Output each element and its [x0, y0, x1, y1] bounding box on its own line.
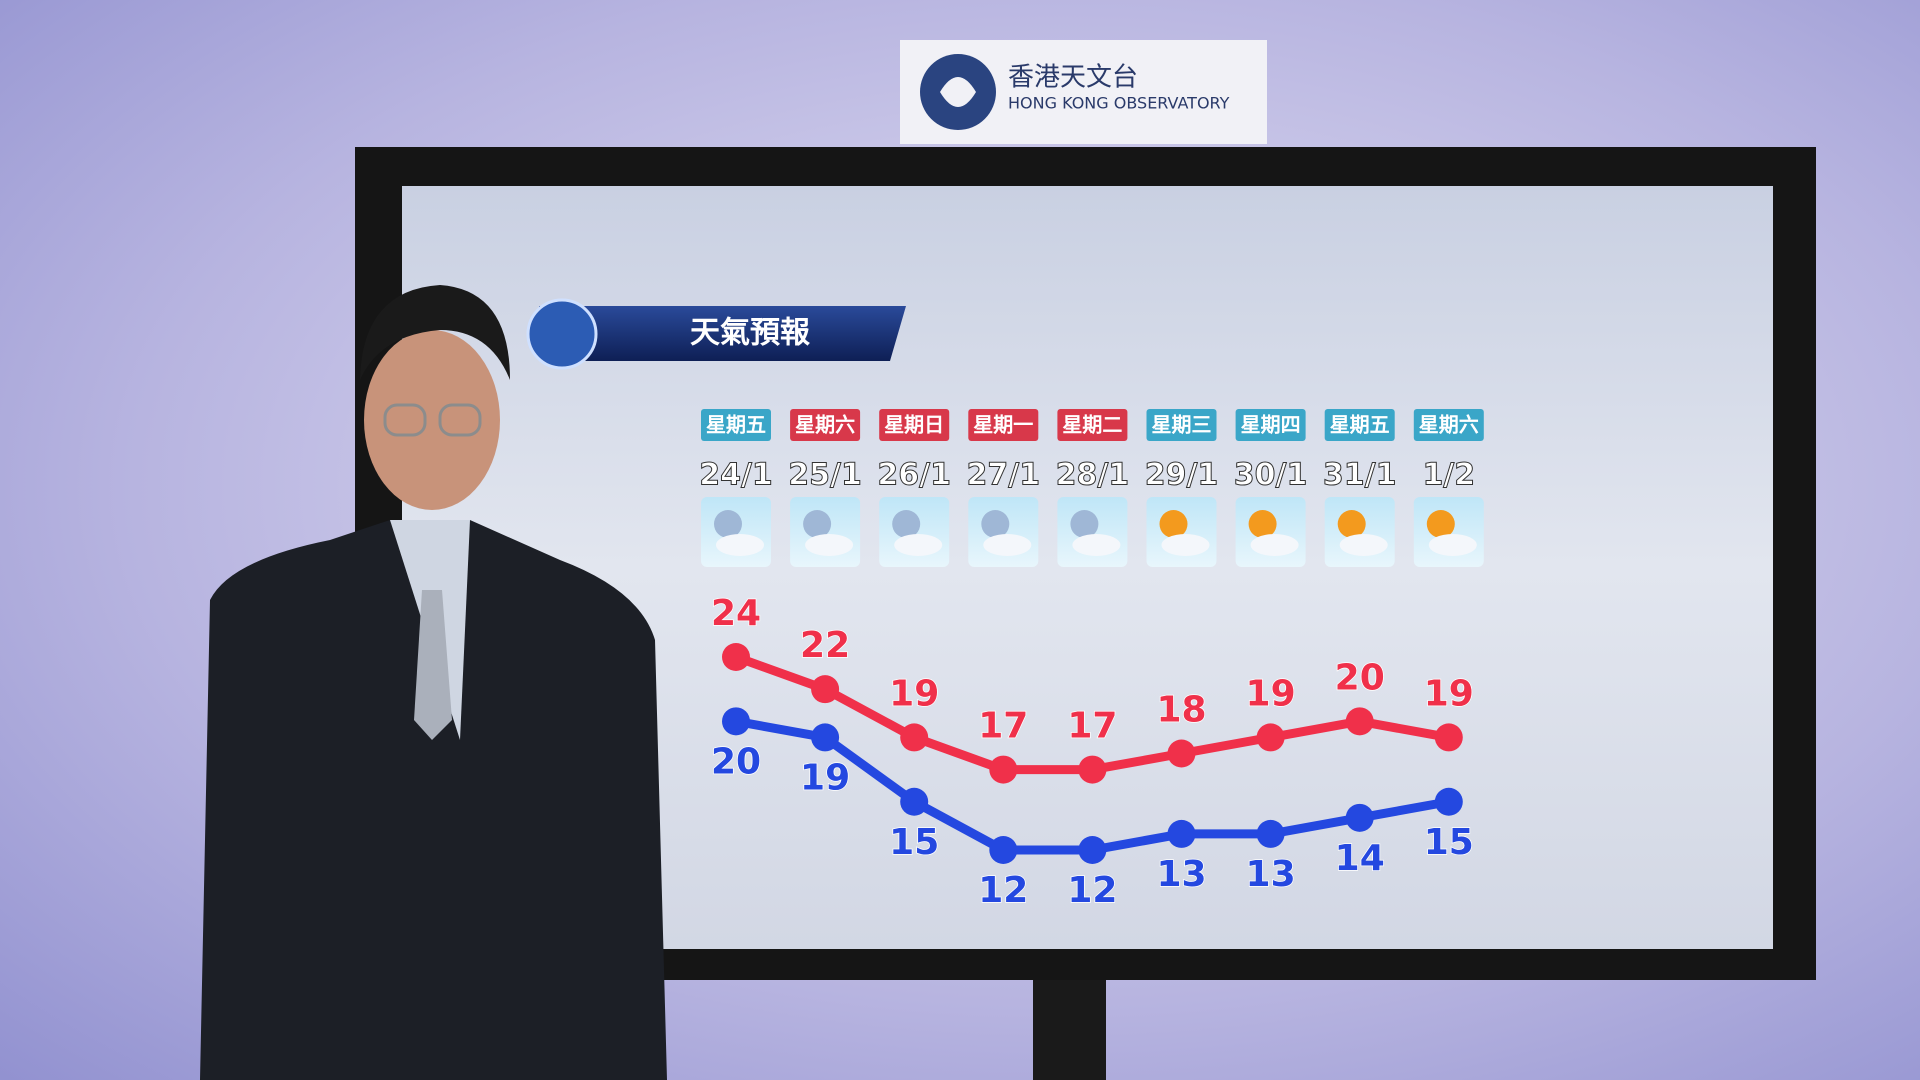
weather-icon-cloud: [805, 534, 854, 556]
face: [364, 330, 500, 510]
weekday-label: 星期五: [706, 413, 766, 437]
weekday-label: 星期日: [884, 413, 944, 437]
weekday-box: [1235, 409, 1306, 441]
weekday-label: 星期六: [795, 413, 855, 437]
date-label: 25/1: [788, 458, 862, 493]
weather-icon-sun: [803, 510, 832, 538]
temperature-label: 13: [1156, 854, 1206, 895]
weekday-box: [701, 409, 771, 441]
weekday-box: [790, 409, 861, 441]
logo-zh: 香港天文台: [1008, 63, 1138, 93]
temperature-point: [1078, 836, 1107, 864]
temperature-label: 19: [889, 673, 939, 714]
hair: [360, 285, 510, 380]
weather-icon-cloud: [1072, 534, 1121, 556]
temperature-point: [1256, 819, 1285, 848]
presenter: [200, 285, 667, 1080]
suit: [200, 520, 667, 1080]
temperature-point: [900, 723, 929, 752]
date-label: 28/1: [1056, 458, 1130, 493]
temperature-label: 17: [1067, 706, 1117, 747]
weekday-label: 星期四: [1241, 413, 1301, 437]
temperature-point: [1167, 739, 1196, 768]
temperature-point: [1434, 787, 1463, 816]
temperature-label: 22: [800, 625, 850, 666]
chart-title: 天氣預報: [690, 316, 811, 351]
weather-icon-sun: [981, 510, 1010, 538]
temperature-label: 17: [978, 706, 1028, 747]
date-label: 27/1: [967, 458, 1041, 493]
weekday-box: [1413, 409, 1484, 441]
weekday-label: 星期三: [1152, 413, 1212, 437]
weekday-label: 星期六: [1419, 413, 1479, 437]
logo-swirl: [940, 77, 976, 107]
logo-en: HONG KONG OBSERVATORY: [1008, 94, 1230, 113]
weekday-label: 星期一: [973, 413, 1033, 437]
weather-icon-sun: [1070, 510, 1099, 538]
forecast-chart: 星期五 24/1 星期六 25/1 星期日 26/1 星期一 27/1 星期二 28/1 星期三 29…: [699, 409, 1484, 912]
temperature-label: 12: [978, 870, 1028, 911]
temperature-point: [1345, 707, 1374, 736]
temperature-point: [1434, 723, 1463, 752]
weekday-box: [1324, 409, 1395, 441]
temperature-label: 19: [1424, 673, 1474, 714]
temperature-point: [722, 643, 750, 671]
temperature-label: 13: [1246, 854, 1296, 895]
title-banner: [539, 306, 906, 361]
weather-icon-sun: [892, 510, 921, 538]
temperature-label: 14: [1335, 838, 1385, 879]
temperature-point: [811, 675, 840, 704]
weather-icon-cloud: [983, 534, 1032, 556]
weather-icon-sun: [1248, 510, 1277, 538]
date-label: 1/2: [1422, 458, 1475, 493]
date-label: 26/1: [877, 458, 951, 493]
temperature-point: [989, 755, 1018, 784]
temperature-label: 18: [1156, 690, 1206, 731]
weather-icon-sun: [1426, 510, 1455, 538]
weather-icon-cloud: [1250, 534, 1299, 556]
weather-icon-sun: [1337, 510, 1366, 538]
temperature-label: 19: [1246, 673, 1296, 714]
temperature-point: [722, 707, 750, 736]
temperature-point: [1345, 803, 1374, 832]
monitor-stand: [1033, 980, 1106, 1080]
weather-icon-cloud: [1339, 534, 1388, 556]
temperature-label: 19: [800, 757, 850, 798]
weather-icon-cloud: [716, 534, 764, 556]
weekday-box: [968, 409, 1039, 441]
temperature-point: [811, 723, 840, 752]
glasses-right: [438, 403, 482, 437]
temperature-point: [1078, 755, 1107, 784]
date-label: 31/1: [1323, 458, 1397, 493]
temperature-label: 24: [711, 593, 761, 634]
date-label: 30/1: [1234, 458, 1308, 493]
date-label: 24/1: [699, 458, 773, 493]
temperature-label: 15: [1424, 822, 1474, 863]
weekday-label: 星期二: [1062, 413, 1122, 437]
temperature-point: [900, 787, 929, 816]
tie: [414, 590, 452, 740]
weather-icon-cloud: [1161, 534, 1210, 556]
date-label: 29/1: [1145, 458, 1219, 493]
weekday-box: [1057, 409, 1128, 441]
temperature-label: 12: [1067, 870, 1117, 911]
weather-icon-sun: [714, 510, 742, 538]
temperature-point: [989, 836, 1018, 864]
weekday-box: [1146, 409, 1217, 441]
banner-logo: [526, 298, 598, 370]
temperature-point: [1256, 723, 1285, 752]
temperature-label: 15: [889, 822, 939, 863]
weekday-label: 星期五: [1330, 413, 1390, 437]
weather-icon-cloud: [1428, 534, 1477, 556]
temperature-label: 20: [1335, 657, 1385, 698]
weather-icon-sun: [1159, 510, 1188, 538]
temperature-label: 20: [711, 741, 761, 782]
weather-icon-cloud: [894, 534, 943, 556]
temperature-point: [1167, 819, 1196, 848]
weekday-box: [879, 409, 950, 441]
glasses-left: [383, 403, 427, 437]
